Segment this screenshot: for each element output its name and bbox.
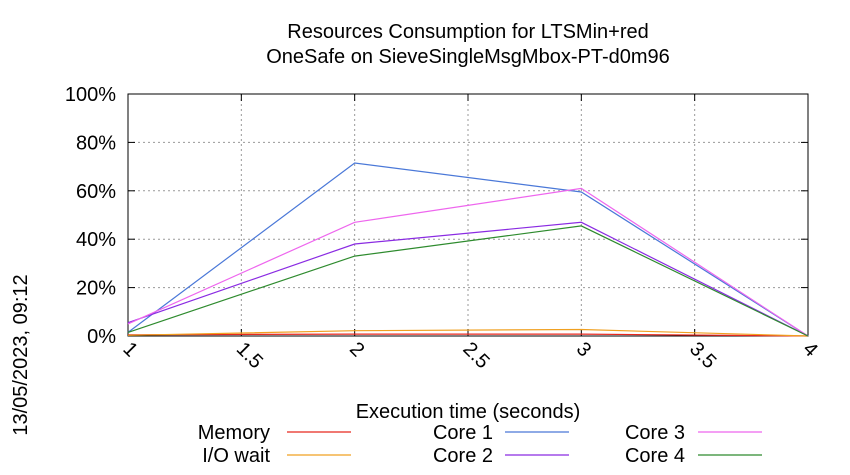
y-tick-label: 20% bbox=[76, 278, 116, 300]
chart-title-line-1: Resources Consumption for LTSMin+red bbox=[287, 21, 648, 43]
y-tick-label: 100% bbox=[65, 84, 116, 106]
chart-title-line-2: OneSafe on SieveSingleMsgMbox-PT-d0m96 bbox=[266, 46, 670, 68]
series-line-core-2 bbox=[127, 221, 809, 337]
x-axis-label: Execution time (seconds) bbox=[356, 401, 581, 423]
legend-label: I/O wait bbox=[202, 445, 270, 467]
x-tick-label: 1 bbox=[118, 338, 141, 361]
series-line-core-3 bbox=[127, 187, 809, 337]
series-line-i-o-wait bbox=[127, 328, 809, 337]
grid bbox=[128, 94, 808, 336]
legend-label: Core 3 bbox=[625, 422, 685, 444]
y-axis: 0% 20% 40% 60% 80% 100% bbox=[65, 84, 808, 348]
series-line-core-4 bbox=[127, 225, 809, 337]
x-tick-label: 3.5 bbox=[685, 338, 720, 373]
timestamp-label: 13/05/2023, 09:12 bbox=[10, 274, 32, 435]
y-tick-label: 40% bbox=[76, 229, 116, 251]
x-axis: 1 1.5 2 2.5 3 3.5 4 bbox=[118, 94, 822, 373]
x-tick-label: 4 bbox=[798, 338, 821, 361]
legend-label: Core 2 bbox=[433, 445, 493, 467]
x-tick-label: 1.5 bbox=[232, 338, 267, 373]
series-line-core-1 bbox=[127, 162, 809, 337]
legend-label: Memory bbox=[198, 422, 270, 444]
legend-label: Core 1 bbox=[433, 422, 493, 444]
y-tick-label: 60% bbox=[76, 181, 116, 203]
y-tick-label: 0% bbox=[87, 326, 116, 348]
series-line-memory bbox=[127, 333, 809, 337]
x-tick-label: 3 bbox=[572, 338, 595, 361]
series-lines bbox=[127, 162, 809, 337]
legend-label: Core 4 bbox=[625, 445, 685, 467]
x-tick-label: 2.5 bbox=[458, 338, 493, 373]
y-tick-label: 80% bbox=[76, 132, 116, 154]
x-tick-label: 2 bbox=[345, 338, 368, 361]
